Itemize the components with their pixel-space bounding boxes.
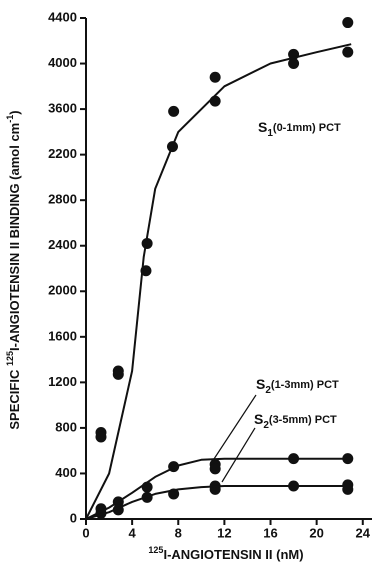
annotation-part: S	[258, 119, 267, 135]
data-point	[209, 71, 221, 83]
annotation-sub: 2	[265, 385, 271, 396]
label-part: )	[7, 110, 22, 114]
x-tick-label: 24	[356, 525, 371, 540]
x-tick-label: 4	[129, 525, 137, 540]
data-point	[288, 58, 300, 70]
annotation-part: S	[256, 376, 265, 392]
data-point	[209, 463, 221, 475]
annotation: S2(3-5mm) PCT	[254, 411, 337, 431]
label-part: SPECIFIC	[7, 366, 22, 430]
x-tick-label: 8	[175, 525, 182, 540]
data-point	[342, 17, 354, 29]
y-tick-label: 3600	[48, 101, 77, 116]
annotation-sub: 1	[267, 128, 273, 139]
y-tick-label: 1600	[48, 328, 77, 343]
annotation: S1(0-1mm) PCT	[258, 119, 341, 139]
fit-curve	[85, 485, 352, 520]
y-tick-label: 2200	[48, 146, 77, 161]
x-tick-label: 12	[217, 525, 231, 540]
y-tick-label: 0	[70, 510, 77, 525]
label-part: I-ANGIOTENSIN II BINDING (amol cm	[7, 123, 22, 351]
y-tick-label: 2800	[48, 192, 77, 207]
data-point	[209, 95, 221, 107]
y-tick-label: 2000	[48, 283, 77, 298]
label-sup: 125	[148, 545, 163, 555]
data-point	[141, 237, 153, 249]
leader-line	[221, 427, 256, 483]
leader-line	[211, 394, 257, 463]
x-tick-label: 16	[263, 525, 277, 540]
annotation-part: (3-5mm) PCT	[269, 414, 337, 426]
x-tick-label: 0	[82, 525, 89, 540]
data-point	[342, 46, 354, 58]
annotation: S2(1-3mm) PCT	[256, 376, 339, 396]
y-axis-label: SPECIFIC 125I-ANGIOTENSIN II BINDING (am…	[5, 110, 22, 429]
label-sup: -1	[5, 115, 15, 123]
annotation-part: (1-3mm) PCT	[271, 379, 339, 391]
data-point	[168, 105, 180, 117]
x-axis-label: 125I-ANGIOTENSIN II (nM)	[148, 545, 303, 562]
y-tick-label: 1200	[48, 374, 77, 389]
annotation-part: S	[254, 411, 263, 427]
data-point	[112, 368, 124, 380]
label-part: I-ANGIOTENSIN II (nM)	[163, 547, 303, 562]
y-tick-label: 400	[55, 465, 77, 480]
fit-curve	[85, 457, 352, 520]
fit-curve	[85, 43, 352, 520]
y-tick-label: 4400	[48, 9, 77, 24]
annotation-part: (0-1mm) PCT	[273, 122, 341, 134]
y-tick-label: 800	[55, 419, 77, 434]
label-sup: 125	[5, 351, 15, 366]
data-point	[95, 431, 107, 443]
annotation-sub: 2	[263, 420, 269, 431]
y-tick-label: 4000	[48, 55, 77, 70]
x-tick-label: 20	[309, 525, 323, 540]
y-tick-label: 2400	[48, 237, 77, 252]
